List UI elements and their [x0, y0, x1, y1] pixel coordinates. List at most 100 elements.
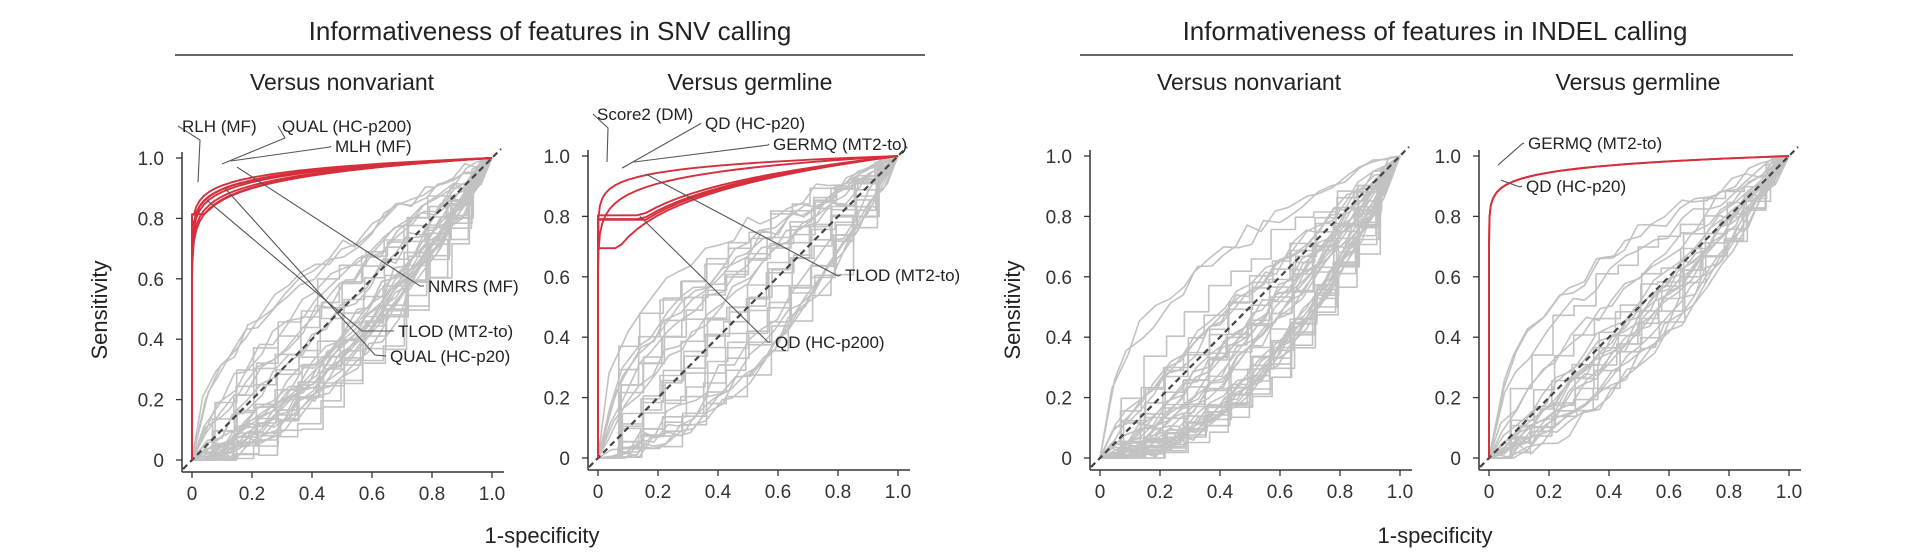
y-tick-label: 0 [559, 449, 570, 470]
x-tick-label: 0.2 [1536, 482, 1562, 503]
feature-annotation-label: QD (HC-p200) [775, 333, 885, 352]
roc-curve-other [1489, 155, 1790, 459]
x-tick-label: 0.2 [1147, 482, 1173, 503]
roc-curve-other [1099, 155, 1401, 459]
roc-curve-other [192, 157, 493, 461]
annotation-leader-line [1497, 142, 1525, 166]
random-classifier-diagonal [1090, 146, 1410, 468]
roc-curve-other [598, 155, 899, 459]
y-tick-label: 0.8 [1435, 207, 1461, 228]
roc-curve-informative [1488, 155, 1790, 458]
x-tick-label: 0.8 [825, 482, 851, 503]
roc-curve-other [191, 157, 493, 461]
snv-group-title: Informativeness of features in SNV calli… [309, 16, 792, 46]
x-tick-label: 0.8 [419, 484, 445, 505]
y-tick-label: 0.8 [138, 209, 164, 230]
roc-curve-other [1488, 155, 1790, 459]
x-tick-label: 0 [1095, 482, 1106, 503]
roc-curve-other [191, 157, 493, 461]
roc-curve-other [1099, 155, 1401, 459]
y-tick-label: 0.2 [1435, 389, 1461, 410]
annotation-leader-line [221, 125, 286, 165]
roc-curve-other [598, 155, 899, 459]
roc-curve-other [1099, 155, 1401, 459]
feature-annotation-label: QUAL (HC-p20) [390, 347, 510, 366]
roc-curve-other [1489, 155, 1790, 459]
x-tick-label: 0.2 [239, 484, 265, 505]
feature-annotation-label: TLOD (MT2-to) [845, 266, 960, 285]
roc-curve-other [598, 155, 899, 459]
y-tick-label: 1.0 [544, 147, 570, 168]
x-tick-label: 1.0 [479, 484, 505, 505]
annotation-leader-line [621, 122, 702, 169]
indel-group-title: Informativeness of features in INDEL cal… [1183, 16, 1688, 46]
x-axis-label: 1-specificity [1378, 523, 1493, 548]
y-tick-label: 0.4 [1046, 328, 1073, 349]
roc-curve-informative [597, 155, 899, 458]
roc-curve-other [1488, 155, 1790, 459]
roc-curve-other [1099, 155, 1401, 459]
x-tick-label: 0.8 [1716, 482, 1742, 503]
roc-panel: 0 0 0.2 0.2 0.4 0.4 0.6 0.6 0.8 0.8 1.0 1.0 RLH (MF)… [138, 117, 519, 505]
x-tick-label: 0.6 [1267, 482, 1293, 503]
y-tick-label: 0.6 [1046, 268, 1072, 289]
x-tick-label: 0 [593, 482, 604, 503]
panels: 0 0 0.2 0.2 0.4 0.4 0.6 0.6 0.8 0.8 1.0 1.0 RLH (MF)… [138, 105, 1803, 505]
x-tick-label: 0.4 [299, 484, 326, 505]
y-tick-label: 1.0 [1435, 147, 1461, 168]
y-tick-label: 0.8 [544, 207, 570, 228]
annotation-leader-line [224, 187, 387, 357]
y-tick-label: 0.2 [138, 391, 164, 412]
roc-curve-other [1100, 155, 1401, 459]
roc-curve-other [1100, 155, 1401, 459]
roc-curve-other [1488, 155, 1790, 459]
y-tick-label: 1.0 [138, 149, 164, 170]
panel-title: Versus germline [1556, 69, 1721, 95]
roc-curve-other [1099, 155, 1401, 459]
roc-curve-other [1100, 155, 1401, 459]
roc-curve-other [597, 155, 899, 459]
random-classifier-diagonal [182, 148, 502, 470]
y-tick-label: 0.2 [1046, 389, 1072, 410]
roc-curve-other [1099, 155, 1401, 459]
panel-title: Versus germline [668, 69, 833, 95]
roc-curve-other [598, 155, 899, 459]
x-tick-label: 1.0 [1387, 482, 1413, 503]
x-tick-label: 0.6 [765, 482, 791, 503]
roc-curve-other [597, 155, 899, 459]
roc-curve-other [1488, 155, 1790, 459]
annotation-leader-line [230, 145, 332, 162]
feature-annotation-label: QD (HC-p20) [1526, 177, 1626, 196]
roc-curve-informative [191, 157, 493, 460]
roc-curve-other [597, 155, 899, 459]
panel-title: Versus nonvariant [250, 69, 435, 95]
roc-curve-other [1488, 155, 1789, 459]
roc-curve-informative [597, 155, 899, 458]
x-tick-label: 1.0 [885, 482, 911, 503]
roc-curve-other [192, 157, 493, 461]
roc-curve-other [1488, 155, 1790, 459]
y-tick-label: 1.0 [1046, 147, 1072, 168]
roc-curve-other [192, 157, 493, 461]
x-tick-label: 0 [1484, 482, 1495, 503]
roc-curve-other [191, 157, 493, 461]
roc-panel: 0 0 0.2 0.2 0.4 0.4 0.6 0.6 0.8 0.8 1.0 1.0 [1046, 146, 1413, 503]
roc-curve-other [598, 155, 899, 459]
roc-curve-other [1100, 155, 1401, 459]
roc-curve-other [192, 157, 493, 461]
roc-curve-other [1100, 155, 1401, 459]
roc-curve-other [1099, 155, 1401, 459]
y-tick-label: 0 [153, 451, 164, 472]
feature-annotation-label: QD (HC-p20) [705, 114, 805, 133]
roc-curve-other [598, 155, 899, 459]
roc-curve-other [1099, 155, 1401, 459]
feature-annotation-label: GERMQ (MT2-to) [773, 135, 907, 154]
panel-title: Versus nonvariant [1157, 69, 1342, 95]
roc-curve-other [1100, 155, 1401, 459]
annotation-leader-line [236, 166, 424, 287]
roc-curve-other [1099, 155, 1401, 459]
roc-panel: 0 0 0.2 0.2 0.4 0.4 0.6 0.6 0.8 0.8 1.0 1.0 Score2 (… [544, 105, 961, 503]
x-tick-label: 0.2 [645, 482, 671, 503]
roc-curve-other [191, 157, 493, 461]
